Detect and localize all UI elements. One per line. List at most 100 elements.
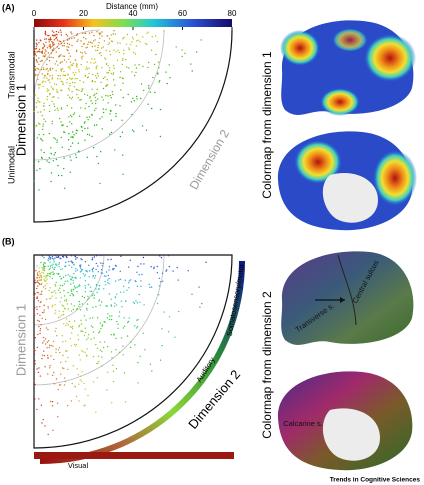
dot [79, 79, 81, 82]
dot [190, 63, 192, 65]
dot [62, 256, 65, 258]
dot [95, 411, 97, 413]
dot [68, 264, 70, 266]
dot [92, 381, 95, 383]
band-label: Somatosensory/motor [225, 263, 247, 337]
dot [69, 294, 71, 297]
dot [113, 333, 115, 335]
dot [95, 107, 97, 110]
dot [103, 320, 105, 323]
dot [56, 46, 58, 48]
dot [92, 267, 95, 269]
dot [56, 78, 59, 80]
dot [37, 74, 39, 76]
dot [142, 256, 145, 259]
dot [78, 284, 81, 286]
dot [38, 42, 40, 44]
dot [34, 363, 36, 365]
dot [156, 265, 158, 268]
dot [138, 63, 140, 66]
dot [62, 55, 64, 57]
dot [71, 290, 73, 293]
dot [137, 265, 139, 268]
dot [99, 182, 101, 185]
dot [57, 174, 60, 177]
dot [80, 51, 82, 53]
dot [85, 270, 87, 272]
dot [201, 302, 203, 305]
dot [34, 360, 36, 362]
dot [53, 358, 55, 361]
dot [153, 266, 155, 268]
dot [125, 58, 127, 61]
dot [68, 89, 70, 91]
dot [57, 109, 59, 112]
dot [96, 49, 99, 51]
dot [45, 41, 47, 43]
dot [143, 304, 145, 306]
dot [137, 382, 139, 384]
dot [112, 65, 115, 67]
dot [136, 95, 138, 98]
dot [68, 46, 70, 48]
dot [122, 96, 125, 99]
dot [105, 84, 108, 87]
dot [60, 43, 62, 45]
dot [93, 34, 95, 37]
dot [39, 275, 41, 277]
dot [181, 49, 183, 51]
brain-medial [277, 131, 417, 231]
dot [81, 130, 84, 132]
dot [54, 63, 56, 65]
dot [41, 81, 43, 84]
dot [60, 70, 62, 72]
dot [66, 46, 68, 48]
dot [81, 303, 84, 305]
dot [111, 357, 113, 359]
plot-frame [33, 29, 233, 223]
dot [63, 42, 65, 44]
dot [63, 384, 66, 386]
dot [51, 30, 53, 32]
dot [107, 274, 110, 277]
dot [73, 285, 76, 287]
dot [57, 31, 60, 33]
dot [92, 73, 94, 76]
dot [88, 67, 90, 69]
dot [87, 127, 89, 129]
dot [101, 47, 103, 49]
dot [38, 283, 41, 286]
dot [50, 180, 52, 183]
dot [63, 295, 66, 297]
dot [48, 104, 51, 107]
dot [139, 355, 141, 357]
dot [44, 120, 47, 123]
dot [87, 394, 89, 397]
dot [130, 346, 132, 349]
dot [71, 123, 73, 125]
dot [38, 68, 40, 70]
dot [129, 341, 132, 343]
dot [96, 98, 99, 100]
dot [125, 43, 128, 45]
dot [38, 267, 40, 269]
dot [46, 77, 48, 79]
dot [120, 300, 123, 302]
dot [63, 55, 66, 57]
dot [113, 79, 115, 81]
dot [169, 77, 171, 79]
dot [69, 68, 71, 70]
panel-label: (A) [2, 2, 15, 12]
dot [158, 81, 160, 83]
dot [35, 73, 37, 76]
dot [72, 288, 75, 291]
dot [36, 287, 38, 290]
dot [36, 297, 38, 299]
brain-lateral [280, 20, 416, 116]
dot [142, 36, 144, 38]
dot [161, 280, 164, 282]
dot [45, 327, 48, 329]
dot [155, 53, 157, 56]
dot [96, 31, 98, 33]
dot [47, 433, 49, 436]
